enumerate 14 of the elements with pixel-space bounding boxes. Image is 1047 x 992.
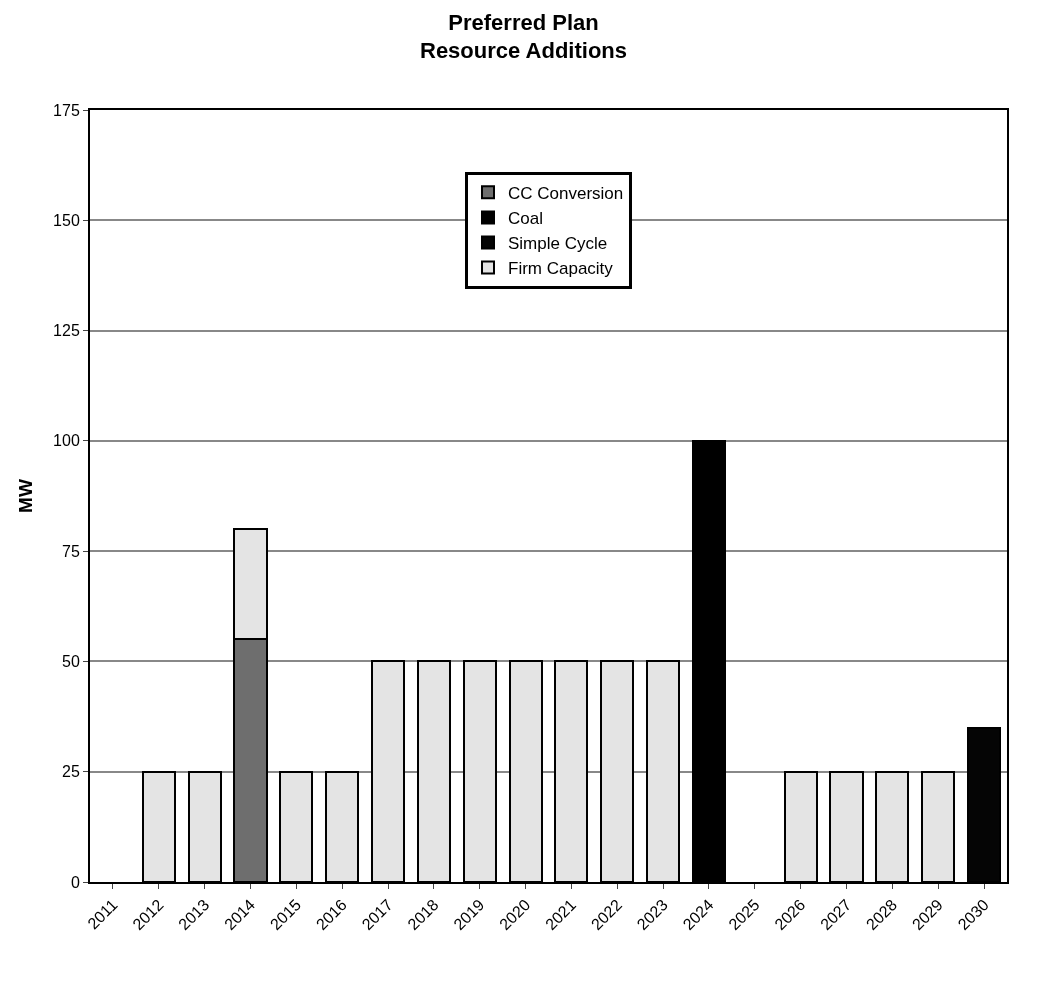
y-tick-label: 25 (62, 763, 80, 781)
chart-title: Preferred Plan Resource Additions (420, 9, 627, 64)
y-tick-label: 0 (70, 873, 80, 891)
y-tick-label: 125 (53, 322, 80, 340)
y-tick-label: 150 (53, 211, 80, 229)
y-tick-label: 175 (53, 101, 80, 119)
y-tick-label: 50 (62, 653, 80, 671)
legend-label: Coal (508, 209, 543, 229)
y-tick-label: 75 (62, 542, 80, 560)
y-axis-title: MW (15, 479, 37, 513)
legend-label: Simple Cycle (508, 234, 608, 254)
legend-label: Firm Capacity (508, 259, 614, 279)
y-tick-label: 100 (53, 432, 80, 450)
legend-label: CC Conversion (508, 183, 624, 203)
